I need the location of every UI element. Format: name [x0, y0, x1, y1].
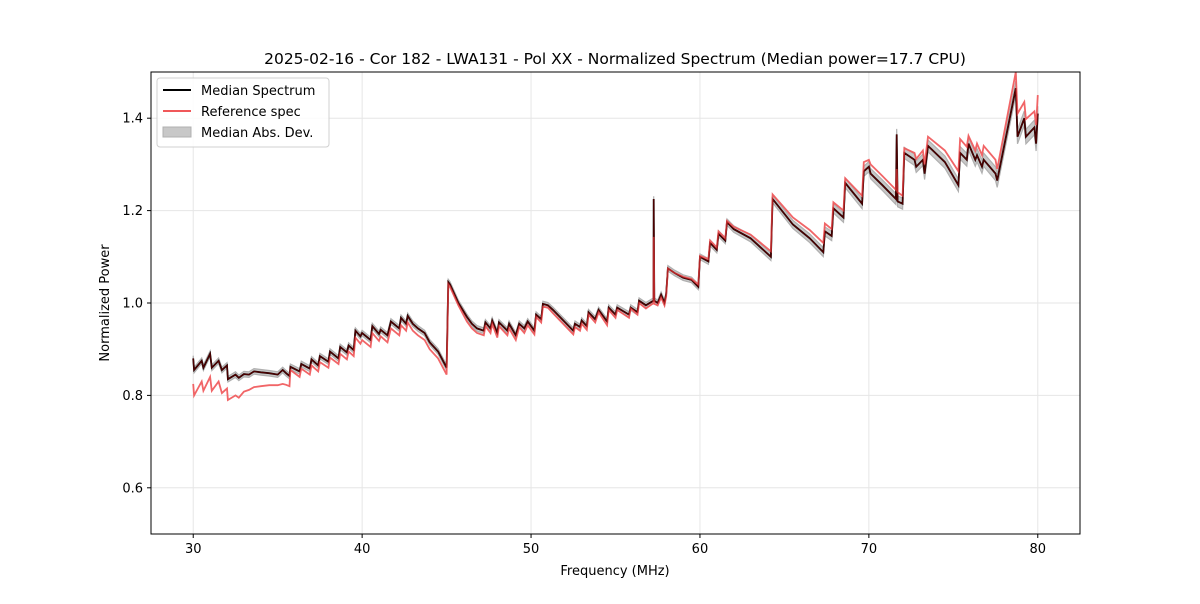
y-axis-label: Normalized Power: [98, 244, 113, 362]
y-tick-label: 1.2: [122, 204, 143, 219]
x-tick-label: 80: [1029, 542, 1046, 557]
x-axis-label: Frequency (MHz): [560, 564, 669, 579]
series-layer: [192, 72, 1039, 402]
x-tick-label: 70: [861, 542, 878, 557]
x-tick-label: 30: [185, 542, 202, 557]
legend-label-median: Median Spectrum: [201, 84, 315, 99]
chart-title: 2025-02-16 - Cor 182 - LWA131 - Pol XX -…: [264, 50, 966, 68]
grid-layer: [151, 72, 1080, 534]
y-tick-label: 0.6: [122, 481, 143, 496]
legend-swatch-mad: [162, 126, 192, 138]
legend-label-mad: Median Abs. Dev.: [201, 126, 313, 141]
x-tick-label: 60: [692, 542, 709, 557]
series-overlap-tint: [192, 88, 1039, 381]
x-tick-label: 50: [523, 542, 540, 557]
legend-box: [156, 77, 330, 148]
x-tick-label: 40: [354, 542, 371, 557]
y-tick-label: 0.8: [122, 389, 143, 404]
y-tick-label: 1.4: [122, 112, 143, 127]
tick-layer: 30 40 50 60 70 80 0.6 0.8 1.0 1.2 1.4: [122, 112, 1046, 557]
legend-label-reference: Reference spec: [201, 105, 301, 120]
legend: Median Spectrum Reference spec Median Ab…: [156, 77, 330, 148]
y-tick-label: 1.0: [122, 297, 143, 312]
